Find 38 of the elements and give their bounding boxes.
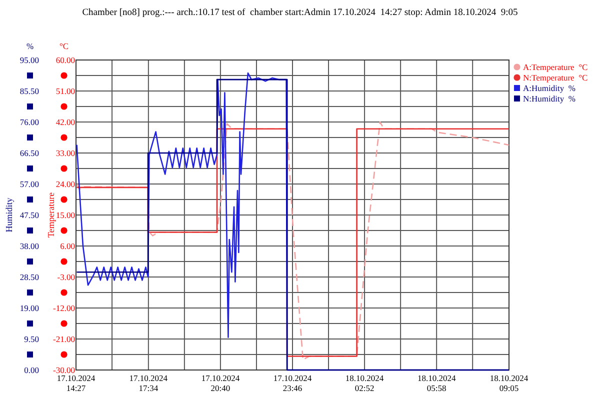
text: %	[26, 41, 34, 51]
x-tick-label: 17.10.2024 20:40	[201, 373, 240, 393]
y2-tick-label: 66.50	[20, 148, 39, 158]
legend-label: N:Humidity %	[523, 94, 576, 104]
y2-tick-label: 9.50	[24, 334, 39, 344]
x-tick-label: 17.10.2024 23:46	[273, 373, 312, 393]
y2-tick-label: 47.50	[20, 210, 39, 220]
y-tick-label: 42.00	[56, 117, 75, 127]
y-tick-label: -3.00	[57, 272, 75, 282]
y-tick-label: 15.00	[56, 210, 75, 220]
y-tick-label: -30.00	[53, 365, 75, 375]
y2-tick-label: 57.00	[20, 179, 39, 189]
y2-tick-label: 19.00	[20, 303, 39, 313]
x-tick-label: 18.10.2024 09:05	[490, 373, 529, 393]
legend-label: A:Humidity %	[523, 83, 576, 93]
y2-tick-label: 85.50	[20, 86, 39, 96]
x-tick-label: 18.10.2024 02:52	[345, 373, 384, 393]
x-tick-label: 17.10.2024 17:34	[129, 373, 168, 393]
y-tick-label: 6.00	[60, 241, 75, 251]
chart-title: Chamber [no8] prog.:--- arch.:10.17 test of chamber start:Admin 17.10.2024 14:27 stop: Admin 18.10.2024 9:05	[82, 8, 518, 18]
y2-tick-label: 76.00	[20, 117, 39, 127]
text: °C	[59, 41, 69, 51]
legend-label: N:Temperature °C	[523, 72, 588, 82]
y-tick-label: 51.00	[56, 86, 75, 96]
y-tick-label: -12.00	[53, 303, 75, 313]
y-tick-label: -21.00	[53, 334, 75, 344]
y2-tick-label: 28.50	[20, 272, 39, 282]
x-tick-label: 18.10.2024 05:58	[417, 373, 456, 393]
y2-tick-label: 38.00	[20, 241, 39, 251]
y2-axis-title: Humidity	[4, 197, 14, 232]
y2-tick-label: 0.00	[24, 365, 39, 375]
y-axis-title: Temperature	[46, 192, 56, 238]
legend-label: A:Temperature °C	[523, 62, 588, 72]
x-tick-label: 17.10.2024 14:27	[56, 373, 96, 393]
y-tick-label: 24.00	[56, 179, 75, 189]
y-tick-label: 33.00	[56, 148, 75, 158]
y-tick-label: 60.00	[56, 55, 75, 65]
y2-tick-label: 95.00	[20, 55, 39, 65]
